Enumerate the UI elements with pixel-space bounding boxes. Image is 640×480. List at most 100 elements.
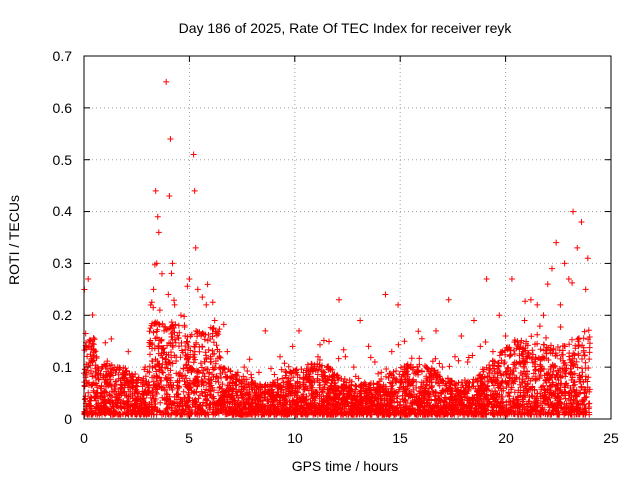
roti-point (578, 218, 585, 225)
roti-point (211, 317, 218, 324)
x-tick-label: 25 (603, 430, 619, 446)
roti-point (445, 296, 452, 303)
roti-point (378, 369, 385, 376)
roti-point (148, 322, 155, 329)
roti-point (255, 369, 262, 376)
roti-point (420, 379, 427, 386)
roti-point (515, 343, 522, 350)
roti-point (426, 374, 433, 381)
data-points (81, 78, 593, 418)
roti-point (489, 348, 496, 355)
roti-point (296, 327, 303, 334)
chart-title: Day 186 of 2025, Rate Of TEC Index for r… (179, 20, 513, 36)
x-tick-label: 15 (392, 430, 408, 446)
roti-point (241, 364, 248, 371)
roti-point (270, 379, 277, 386)
roti-point (565, 275, 572, 282)
roti-point (114, 364, 121, 371)
roti-point (125, 348, 132, 355)
roti-point (439, 364, 446, 371)
x-tick-label: 0 (80, 430, 88, 446)
roti-point (584, 255, 591, 262)
roti-point (477, 343, 484, 350)
roti-point (371, 358, 378, 365)
roti-point (365, 343, 372, 350)
roti-point (548, 265, 555, 272)
roti-point (570, 208, 577, 215)
roti-point (194, 286, 201, 293)
roti-point (308, 364, 315, 371)
roti-point (262, 327, 269, 334)
roti-point (582, 286, 589, 293)
roti-point (165, 291, 172, 298)
roti-point (85, 275, 92, 282)
roti-point (108, 369, 115, 376)
roti-point (452, 353, 459, 360)
roti-point (186, 275, 193, 282)
roti-point (382, 291, 389, 298)
roti-point (544, 281, 551, 288)
y-tick-label: 0.7 (53, 48, 73, 64)
roti-point (470, 317, 477, 324)
roti-point (433, 327, 440, 334)
roti-point (169, 260, 176, 267)
roti-point (350, 364, 357, 371)
roti-point (407, 364, 414, 371)
roti-point (496, 312, 503, 319)
roti-point (191, 187, 198, 194)
roti-point (388, 348, 395, 355)
roti-point (207, 353, 214, 360)
roti-point (99, 374, 106, 381)
roti-point (135, 374, 142, 381)
y-tick-label: 0 (64, 411, 72, 427)
roti-point (171, 301, 178, 308)
roti-point (163, 78, 170, 85)
plot-frame (83, 55, 612, 420)
roti-point (561, 260, 568, 267)
roti-point (502, 333, 509, 340)
roti-point (302, 374, 309, 381)
roti-point (93, 353, 100, 360)
roti-point (277, 353, 284, 360)
roti-point (483, 275, 490, 282)
roti-point (336, 296, 343, 303)
roti-point (527, 296, 534, 303)
roti-point (342, 353, 349, 360)
roti-point (150, 286, 157, 293)
roti-point (190, 151, 197, 158)
roti-point (289, 343, 296, 350)
roti-point (152, 187, 159, 194)
roti-point (401, 338, 408, 345)
roti-point (395, 301, 402, 308)
roti-point-cloud (81, 261, 593, 418)
roti-point (89, 358, 96, 365)
x-axis-label: GPS time / hours (292, 458, 399, 474)
x-tick-label: 20 (498, 430, 514, 446)
y-tick-label: 0.3 (53, 255, 73, 271)
roti-point (86, 338, 93, 345)
roti-point (175, 322, 182, 329)
roti-point (357, 317, 364, 324)
roti-point (314, 353, 321, 360)
roti-point (540, 312, 547, 319)
roti-point (283, 369, 290, 376)
roti-point (234, 369, 241, 376)
roti-point (508, 275, 515, 282)
roti-point (156, 307, 163, 314)
x-tick-label: 10 (287, 430, 303, 446)
roti-point (329, 374, 336, 381)
y-tick-label: 0.1 (53, 359, 73, 375)
roti-point (249, 379, 256, 386)
roti-point (146, 343, 153, 350)
roti-point (153, 260, 160, 267)
roti-point (557, 301, 564, 308)
grid-lines (84, 56, 611, 419)
roti-point (458, 333, 465, 340)
roti-point (142, 364, 149, 371)
roti-point (203, 301, 210, 308)
roti-point (161, 327, 168, 334)
roti-point (154, 213, 161, 220)
roti-point (104, 379, 111, 386)
roti-point (414, 369, 421, 376)
